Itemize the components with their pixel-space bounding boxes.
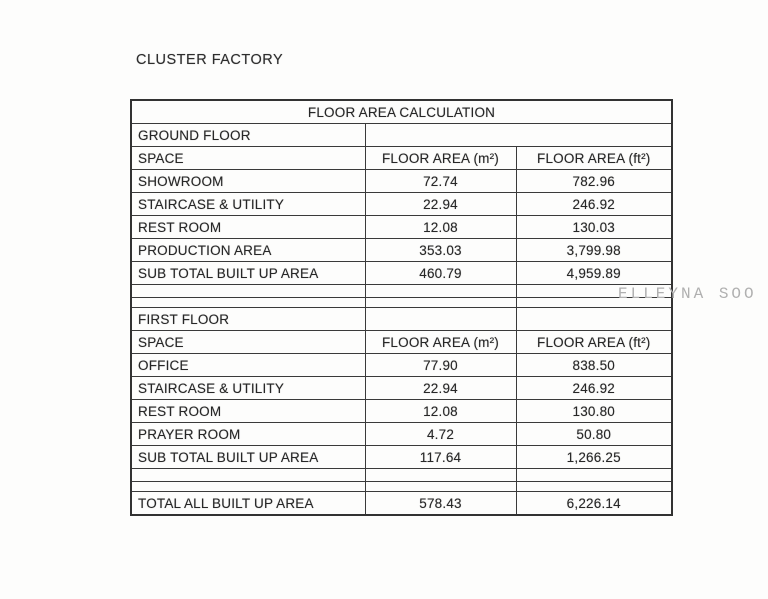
table-caption-row: FLOOR AREA CALCULATION: [130, 99, 673, 124]
space-cell: OFFICE: [130, 353, 366, 377]
area-ft2-cell: 4,959.89: [515, 261, 673, 285]
empty-cell: [364, 123, 673, 147]
empty-cell: [364, 468, 517, 482]
table-row: REST ROOM 12.08 130.80: [130, 399, 673, 423]
table-row: STAIRCASE & UTILITY 22.94 246.92: [130, 192, 673, 216]
section-row-ground-floor: GROUND FLOOR: [130, 123, 673, 147]
area-m2-cell: 77.90: [364, 353, 517, 377]
section-label-first-floor: FIRST FLOOR: [130, 307, 366, 331]
column-header-space: SPACE: [130, 330, 366, 354]
spacer-row: [130, 468, 673, 482]
area-m2-cell: 12.08: [364, 399, 517, 423]
empty-cell: [364, 297, 517, 308]
spacer-row: [130, 297, 673, 308]
area-ft2-cell: 782.96: [515, 169, 673, 193]
empty-cell: [130, 468, 366, 482]
area-ft2-cell: 838.50: [515, 353, 673, 377]
area-ft2-cell: 130.80: [515, 399, 673, 423]
subtotal-row-first-floor: SUB TOTAL BUILT UP AREA 117.64 1,266.25: [130, 445, 673, 469]
watermark-text: ELLEYNA SOO: [618, 285, 757, 303]
area-ft2-cell: 130.03: [515, 215, 673, 239]
area-m2-cell: 22.94: [364, 192, 517, 216]
subtotal-row-ground-floor: SUB TOTAL BUILT UP AREA 460.79 4,959.89: [130, 261, 673, 285]
table-row: OFFICE 77.90 838.50: [130, 353, 673, 377]
empty-cell: [515, 481, 673, 492]
area-m2-cell: 22.94: [364, 376, 517, 400]
area-ft2-cell: 246.92: [515, 376, 673, 400]
spacer-row: [130, 284, 673, 298]
table-row: PRODUCTION AREA 353.03 3,799.98: [130, 238, 673, 262]
space-cell: TOTAL ALL BUILT UP AREA: [130, 491, 366, 516]
area-m2-cell: 72.74: [364, 169, 517, 193]
area-ft2-cell: 6,226.14: [515, 491, 673, 516]
space-cell: PRODUCTION AREA: [130, 238, 366, 262]
column-header-area-m2: FLOOR AREA (m²): [364, 330, 517, 354]
section-row-first-floor: FIRST FLOOR: [130, 307, 673, 331]
empty-cell: [515, 468, 673, 482]
grand-total-row: TOTAL ALL BUILT UP AREA 578.43 6,226.14: [130, 491, 673, 516]
header-row-first-floor: SPACE FLOOR AREA (m²) FLOOR AREA (ft²): [130, 330, 673, 354]
area-m2-cell: 578.43: [364, 491, 517, 516]
section-label-ground-floor: GROUND FLOOR: [130, 123, 366, 147]
column-header-space: SPACE: [130, 146, 366, 170]
document-title: CLUSTER FACTORY: [136, 52, 284, 68]
area-ft2-cell: 246.92: [515, 192, 673, 216]
space-cell: STAIRCASE & UTILITY: [130, 376, 366, 400]
area-m2-cell: 12.08: [364, 215, 517, 239]
empty-cell: [130, 284, 366, 298]
area-ft2-cell: 50.80: [515, 422, 673, 446]
table-row: PRAYER ROOM 4.72 50.80: [130, 422, 673, 446]
empty-cell: [364, 307, 517, 331]
table-row: SHOWROOM 72.74 782.96: [130, 169, 673, 193]
space-cell: SUB TOTAL BUILT UP AREA: [130, 445, 366, 469]
column-header-area-ft2: FLOOR AREA (ft²): [515, 330, 673, 354]
spacer-row: [130, 481, 673, 492]
space-cell: SHOWROOM: [130, 169, 366, 193]
area-m2-cell: 117.64: [364, 445, 517, 469]
table-row: STAIRCASE & UTILITY 22.94 246.92: [130, 376, 673, 400]
space-cell: STAIRCASE & UTILITY: [130, 192, 366, 216]
area-m2-cell: 353.03: [364, 238, 517, 262]
table-row: REST ROOM 12.08 130.03: [130, 215, 673, 239]
empty-cell: [130, 297, 366, 308]
floor-area-table: FLOOR AREA CALCULATION GROUND FLOOR SPAC…: [130, 99, 674, 516]
empty-cell: [364, 284, 517, 298]
space-cell: REST ROOM: [130, 399, 366, 423]
empty-cell: [364, 481, 517, 492]
table-caption: FLOOR AREA CALCULATION: [130, 99, 673, 124]
space-cell: SUB TOTAL BUILT UP AREA: [130, 261, 366, 285]
empty-cell: [130, 481, 366, 492]
area-m2-cell: 460.79: [364, 261, 517, 285]
space-cell: PRAYER ROOM: [130, 422, 366, 446]
header-row-ground-floor: SPACE FLOOR AREA (m²) FLOOR AREA (ft²): [130, 146, 673, 170]
column-header-area-ft2: FLOOR AREA (ft²): [515, 146, 673, 170]
area-ft2-cell: 1,266.25: [515, 445, 673, 469]
space-cell: REST ROOM: [130, 215, 366, 239]
area-m2-cell: 4.72: [364, 422, 517, 446]
column-header-area-m2: FLOOR AREA (m²): [364, 146, 517, 170]
area-ft2-cell: 3,799.98: [515, 238, 673, 262]
empty-cell: [515, 307, 673, 331]
